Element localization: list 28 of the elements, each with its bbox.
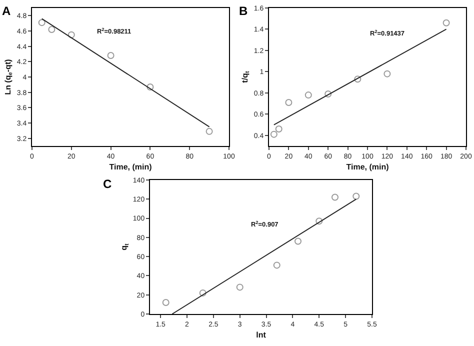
point — [332, 194, 338, 201]
chart-title: B — [239, 4, 248, 18]
x-axis-title: Time, (min) — [109, 162, 152, 172]
point — [316, 218, 323, 225]
point — [384, 70, 391, 78]
point — [146, 83, 154, 90]
point — [442, 19, 450, 26]
point — [273, 262, 280, 269]
point — [294, 238, 302, 245]
point — [162, 299, 170, 306]
point — [324, 90, 332, 98]
point — [107, 52, 114, 60]
point — [199, 289, 206, 296]
point — [206, 128, 213, 135]
point — [285, 98, 292, 106]
point — [304, 92, 312, 99]
chart-title: C — [103, 177, 112, 191]
point — [48, 26, 56, 33]
point — [68, 31, 75, 38]
chart-title: A — [2, 4, 11, 18]
point — [352, 192, 360, 200]
point — [354, 76, 362, 83]
x-axis-title: Time, (min) — [346, 162, 390, 172]
point — [38, 19, 46, 26]
point — [236, 284, 244, 291]
point — [270, 130, 278, 138]
x-axis-title: lnt — [256, 330, 266, 340]
point — [275, 126, 282, 133]
